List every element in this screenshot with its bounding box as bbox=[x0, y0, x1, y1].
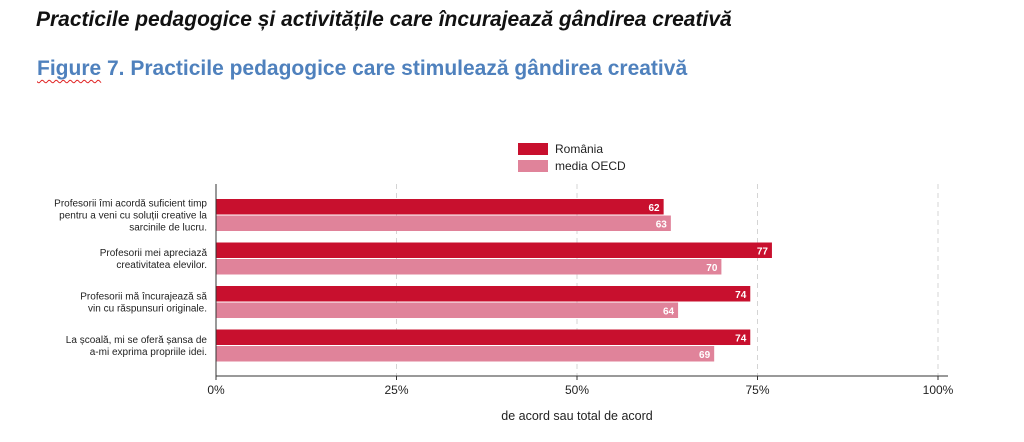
bar bbox=[216, 329, 751, 345]
data-label: 64 bbox=[663, 306, 675, 317]
bar bbox=[216, 199, 664, 215]
section-heading: Practicile pedagogice și activitățile ca… bbox=[36, 8, 732, 31]
figure-label: Figure bbox=[37, 57, 102, 80]
category-label: La școală, mi se oferă șansa de bbox=[66, 335, 208, 346]
category-label: Profesorii îmi acordă suficient timp bbox=[54, 199, 207, 210]
bar bbox=[216, 259, 722, 275]
category-label: pentru a veni cu soluții creative la bbox=[59, 211, 207, 222]
category-label: vin cu răspunsuri originale. bbox=[88, 304, 207, 315]
x-tick-label: 25% bbox=[384, 383, 408, 397]
x-tick-label: 0% bbox=[207, 383, 225, 397]
legend-label: media OECD bbox=[555, 159, 626, 173]
legend-label: România bbox=[555, 142, 603, 156]
legend-swatch bbox=[518, 143, 548, 155]
category-label: a-mi exprima propriile idei. bbox=[90, 347, 207, 358]
data-label: 63 bbox=[656, 219, 668, 230]
category-label: creativitatea elevilor. bbox=[116, 260, 207, 271]
bar bbox=[216, 215, 671, 231]
legend-swatch bbox=[518, 160, 548, 172]
bar bbox=[216, 302, 679, 318]
data-label: 70 bbox=[706, 263, 718, 274]
category-label: Profesorii mei apreciază bbox=[100, 248, 208, 259]
data-label: 74 bbox=[735, 290, 747, 301]
data-label: 62 bbox=[649, 203, 661, 214]
figure-title-text: 7. Practicile pedagogice care stimulează… bbox=[101, 57, 688, 80]
x-axis-title: de acord sau total de acord bbox=[501, 409, 653, 423]
x-tick-label: 50% bbox=[565, 383, 589, 397]
category-label: Profesorii mă încurajează să bbox=[80, 292, 207, 303]
x-tick-label: 75% bbox=[745, 383, 769, 397]
bar bbox=[216, 346, 715, 362]
category-label: sarcinile de lucru. bbox=[129, 223, 207, 234]
x-tick-label: 100% bbox=[923, 383, 954, 397]
data-label: 74 bbox=[735, 333, 747, 344]
bar bbox=[216, 242, 772, 258]
data-label: 77 bbox=[757, 246, 769, 257]
data-label: 69 bbox=[699, 350, 711, 361]
figure-title: Figure 7. Practicile pedagogice care sti… bbox=[37, 57, 687, 81]
bar bbox=[216, 286, 751, 302]
